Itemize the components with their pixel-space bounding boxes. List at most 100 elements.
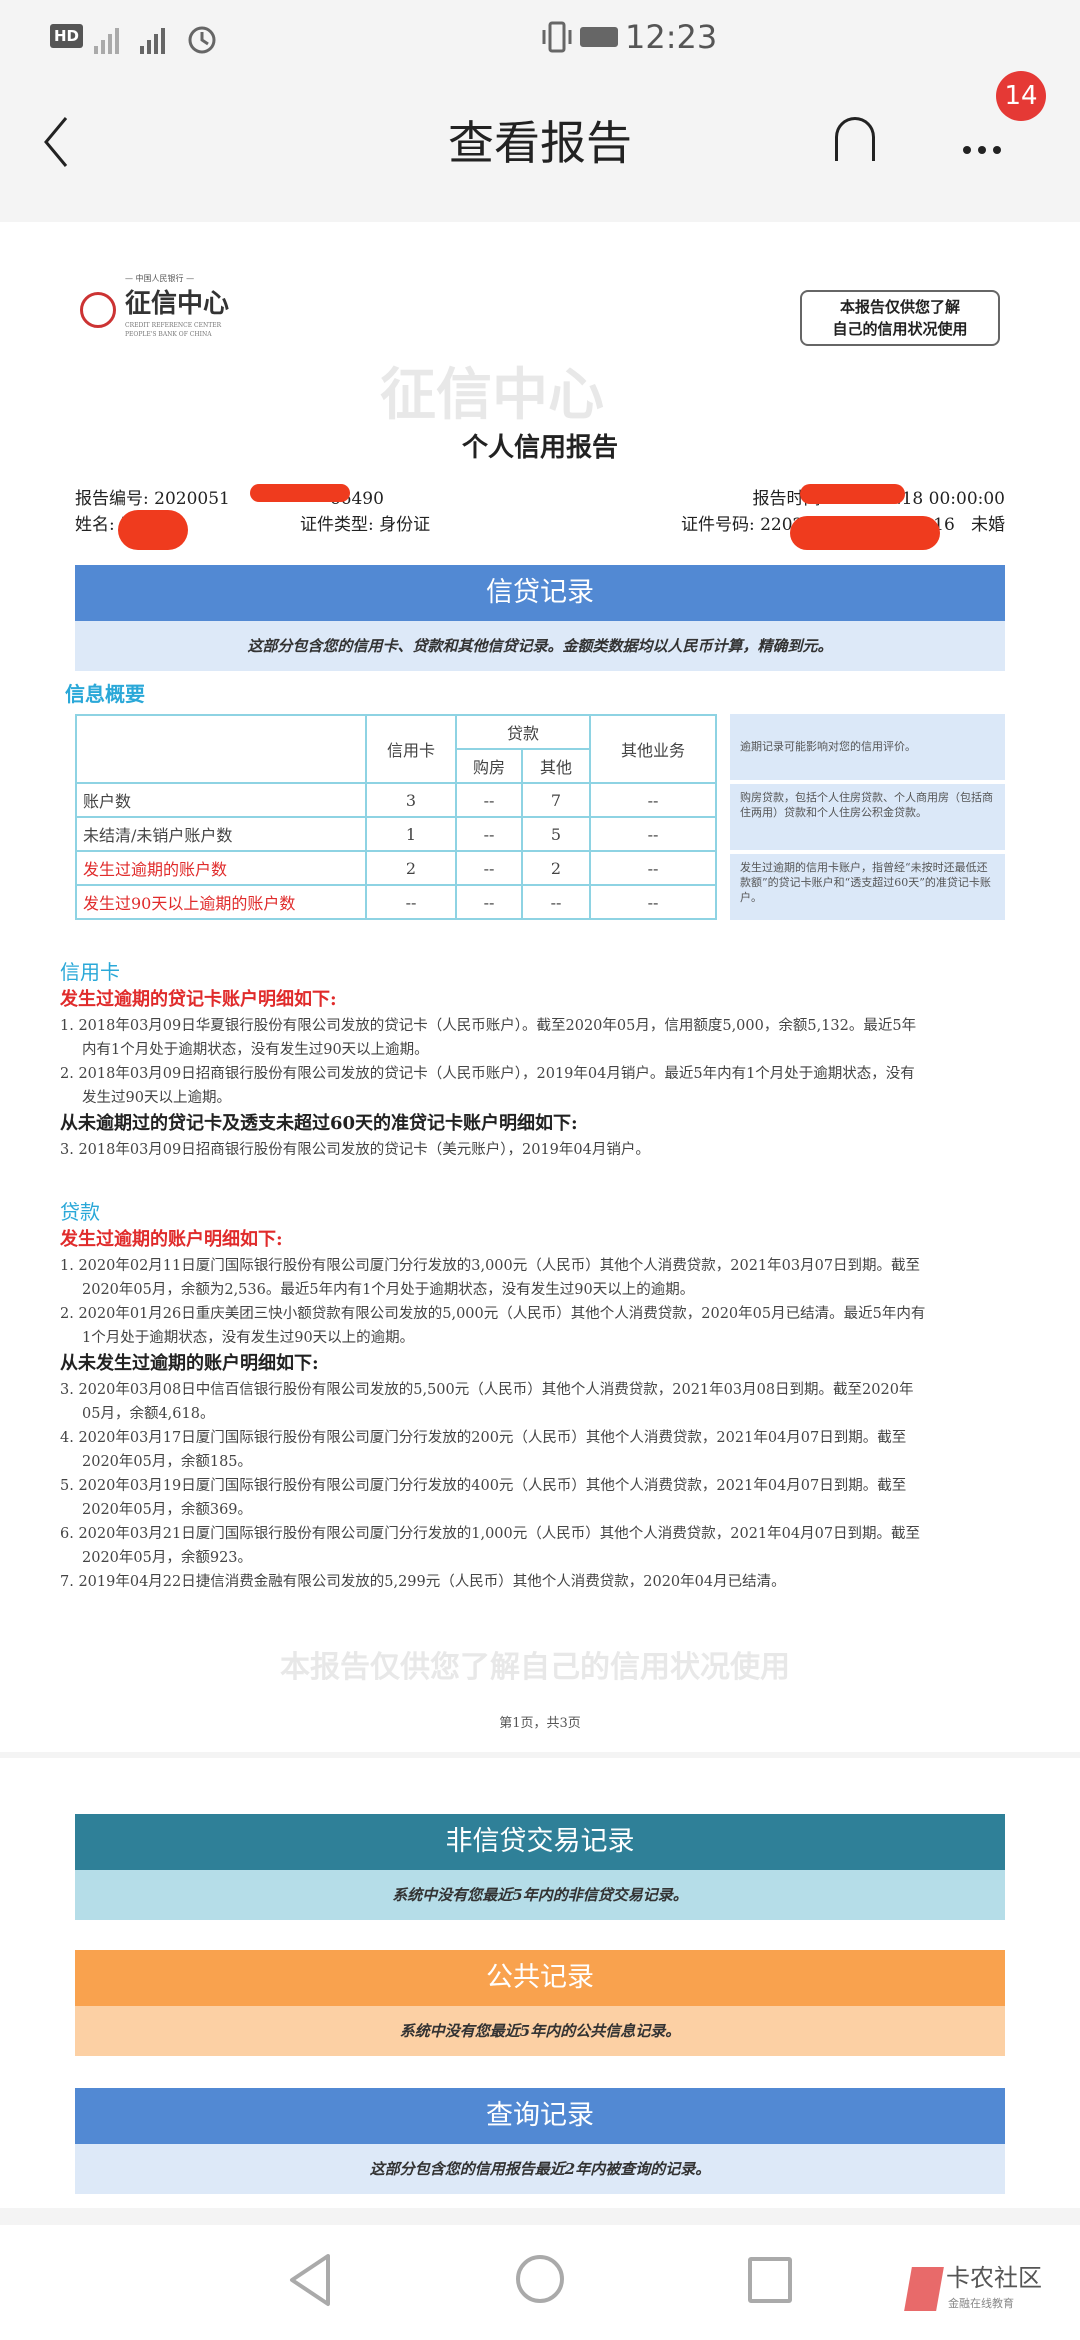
row-label: 发生过逾期的账户数 (75, 850, 367, 886)
headset-icon[interactable] (835, 117, 875, 161)
cell: 1 (365, 816, 457, 852)
item-line: 2020年05月，余额369。 (82, 1502, 253, 1518)
usage-notice-box: 本报告仅供您了解 自己的信用状况使用 (800, 290, 1000, 346)
redaction-mark (250, 484, 350, 502)
list-item: 7. 2019年04月22日捷信消费金融有限公司发放的5,299元（人民币）其他… (60, 1570, 1010, 1594)
list-item: 2. 2018年03月09日招商银行股份有限公司发放的贷记卡（人民币账户），20… (60, 1062, 1010, 1110)
signal-icon (94, 26, 216, 54)
report-title: 个人信用报告 (461, 433, 618, 463)
back-button[interactable] (40, 115, 70, 169)
nav-home-icon[interactable] (516, 2255, 564, 2303)
card-overdue-heading: 发生过逾期的贷记卡账户明细如下: (60, 989, 337, 1010)
cell: -- (365, 884, 457, 920)
item-line: 1. 2020年02月11日厦门国际银行股份有限公司厦门分行发放的3,000元（… (60, 1258, 921, 1274)
list-item: 1. 2020年02月11日厦门国际银行股份有限公司厦门分行发放的3,000元（… (60, 1254, 1010, 1302)
summary-note: 发生过逾期的信用卡账户，指曾经“未按时还最低还款额”的贷记卡账户和“透支超过60… (730, 854, 1005, 920)
cell: 2 (521, 850, 591, 886)
item-line: 2020年05月，余额185。 (82, 1454, 253, 1470)
loan-overdue-heading: 发生过逾期的账户明细如下: (60, 1229, 283, 1250)
nav-recents-icon[interactable] (748, 2257, 792, 2303)
non-credit-banner: 非信贷交易记录 (75, 1814, 1005, 1870)
battery-icon (580, 27, 618, 47)
summary-table: 信用卡 贷款 其他业务 购房 其他 账户数 3 -- 7 -- 未结清/未销户账户数 1 -- 5-… (75, 714, 717, 920)
redaction-mark (790, 516, 940, 550)
item-line: 1. 2018年03月09日华夏银行股份有限公司发放的贷记卡（人民币账户）。截至… (60, 1018, 917, 1034)
cell: -- (589, 816, 717, 852)
notification-badge: 14 (996, 71, 1046, 121)
item-line: 6. 2020年03月21日厦门国际银行股份有限公司厦门分行发放的1,000元（… (60, 1526, 921, 1542)
card-ok-heading: 从未逾期过的贷记卡及透支未超过60天的准贷记卡账户明细如下: (60, 1113, 578, 1134)
list-item: 6. 2020年03月21日厦门国际银行股份有限公司厦门分行发放的1,000元（… (60, 1522, 1010, 1570)
item-line: 2020年05月，余额923。 (82, 1550, 253, 1566)
logo-en: PEOPLE'S BANK OF CHINA (125, 331, 212, 338)
label: 报告编号: (75, 489, 149, 509)
label: 证件号码: (680, 515, 755, 535)
credit-card-section-title: 信用卡 (60, 960, 120, 984)
list-item: 5. 2020年03月19日厦门国际银行股份有限公司厦门分行发放的400元（人民… (60, 1474, 1010, 1522)
report-page-2: 非信贷交易记录 系统中没有您最近5年内的非信贷交易记录。 公共记录 系统中没有您… (0, 1758, 1080, 2208)
account-details: 信用卡 发生过逾期的贷记卡账户明细如下: 1. 2018年03月09日华夏银行股… (60, 958, 1010, 1594)
item-line: 05月，余额4,618。 (82, 1406, 215, 1422)
more-button[interactable] (962, 145, 1002, 155)
cell: 3 (365, 782, 457, 818)
list-item: 4. 2020年03月17日厦门国际银行股份有限公司厦门分行发放的200元（人民… (60, 1426, 1010, 1474)
logo-en: CREDIT REFERENCE CENTER (125, 322, 222, 329)
value: 身份证 (379, 515, 431, 535)
id-type-field: 证件类型: 身份证 (300, 514, 430, 536)
label: 证件类型: (300, 515, 374, 535)
row-label: 账户数 (75, 782, 367, 818)
cell: 5 (521, 816, 591, 852)
table-row: 发生过逾期的账户数 2 -- 2 -- (75, 850, 717, 886)
redaction-mark (800, 484, 905, 504)
system-nav-bar: 卡农社区 金融在线教育 (0, 2225, 1080, 2340)
table-row: 账户数 3 -- 7 -- (75, 782, 717, 818)
loan-section-title: 贷款 (60, 1200, 100, 1224)
item-line: 2. 2018年03月09日招商银行股份有限公司发放的贷记卡（人民币账户），20… (60, 1066, 915, 1082)
col-header: 信用卡 (365, 714, 457, 784)
cell: 7 (521, 782, 591, 818)
item-line: 2020年05月，余额为2,536。最近5年内有1个月处于逾期状态，没有发生过9… (82, 1282, 695, 1298)
cell: -- (521, 884, 591, 920)
list-item: 2. 2020年01月26日重庆美团三快小额贷款有限公司发放的5,000元（人民… (60, 1302, 1010, 1350)
item-line: 2. 2020年01月26日重庆美团三快小额贷款有限公司发放的5,000元（人民… (60, 1306, 926, 1322)
report-page-1: 征信中心 本报告仅供您了解自己的信用状况使用 — 中国人民银行 — 征信中心 C… (0, 222, 1080, 1752)
loan-ok-heading: 从未发生过逾期的账户明细如下: (60, 1353, 319, 1374)
row-label: 发生过90天以上逾期的账户数 (75, 884, 367, 920)
cell: -- (455, 884, 523, 920)
row-label: 未结清/未销户账户数 (75, 816, 367, 852)
cell: -- (455, 850, 523, 886)
col-header: 贷款 (455, 714, 591, 750)
marital-status: 未婚 (971, 515, 1005, 535)
hd-icon: HD (50, 24, 84, 48)
col-header: 购房 (455, 748, 523, 784)
cell: -- (589, 850, 717, 886)
credit-records-banner: 信贷记录 (75, 565, 1005, 621)
forum-logo-tagline: 金融在线教育 (948, 2297, 1014, 2310)
notice-line: 本报告仅供您了解 (839, 298, 960, 316)
logo: 征信中心 (125, 289, 230, 319)
notice-line: 自己的信用状况使用 (832, 320, 968, 338)
app-header: 查看报告 14 (0, 71, 1080, 220)
cell: 2 (365, 850, 457, 886)
label: 姓名: (75, 515, 115, 535)
nav-back-icon[interactable] (288, 2253, 332, 2307)
page-title: 查看报告 (448, 116, 632, 170)
forum-logo-name: 卡农社区 (946, 2264, 1042, 2292)
query-records-banner: 查询记录 (75, 2088, 1005, 2144)
col-header: 其他 (521, 748, 591, 784)
credit-center-seal-icon (80, 292, 116, 328)
table-row: 未结清/未销户账户数 1 -- 5 -- (75, 816, 717, 852)
item-line: 4. 2020年03月17日厦门国际银行股份有限公司厦门分行发放的200元（人民… (60, 1430, 907, 1446)
item-line: 5. 2020年03月19日厦门国际银行股份有限公司厦门分行发放的400元（人民… (60, 1478, 907, 1494)
value: 2020051 (154, 489, 230, 509)
clock: 12:23 (625, 18, 718, 56)
non-credit-description: 系统中没有您最近5年内的非信贷交易记录。 (75, 1870, 1005, 1920)
summary-note: 购房贷款，包括个人住房贷款、个人商用房（包括商住两用）贷款和个人住房公积金贷款。 (730, 784, 1005, 850)
watermark-sub: 本报告仅供您了解自己的信用状况使用 (280, 1650, 790, 1685)
cell: -- (589, 782, 717, 818)
item-line: 1个月处于逾期状态，没有发生过90天以上的逾期。 (82, 1330, 415, 1346)
cell: -- (455, 782, 523, 818)
item-line: 7. 2019年04月22日捷信消费金融有限公司发放的5,299元（人民币）其他… (60, 1574, 786, 1590)
summary-title: 信息概要 (65, 682, 145, 706)
item-line: 内有1个月处于逾期状态，没有发生过90天以上逾期。 (82, 1042, 429, 1058)
